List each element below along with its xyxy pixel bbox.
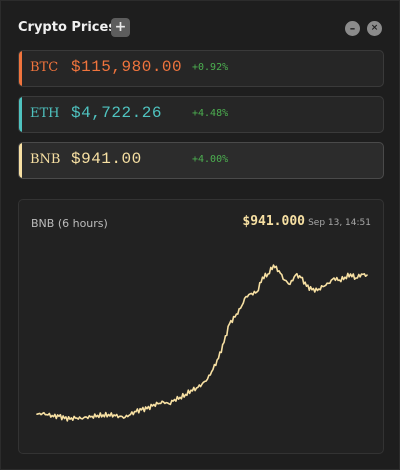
- minimize-button[interactable]: –: [345, 21, 360, 36]
- ticker-symbol: ETH: [30, 106, 60, 121]
- window-header: Crypto Prices + – ×: [18, 18, 382, 40]
- ticker-symbol: BTC: [30, 60, 59, 75]
- window-title: Crypto Prices: [18, 20, 117, 35]
- add-coin-button[interactable]: +: [111, 18, 130, 37]
- ticker-price: $941.00: [71, 150, 142, 168]
- chart-timestamp: Sep 13, 14:51: [308, 218, 371, 228]
- close-button[interactable]: ×: [367, 21, 382, 36]
- ticker-change: +4.00%: [192, 154, 229, 165]
- ticker-row-btc[interactable]: BTC $115,980.00 +0.92%: [18, 50, 384, 87]
- ticker-row-bnb[interactable]: BNB $941.00 +4.00%: [18, 142, 384, 179]
- ticker-change: +4.48%: [192, 108, 229, 119]
- price-chart-card: BNB (6 hours) $941.000 Sep 13, 14:51: [18, 199, 384, 454]
- ticker-accent-bar: [19, 51, 22, 86]
- ticker-row-eth[interactable]: ETH $4,722.26 +4.48%: [18, 96, 384, 133]
- price-line-chart[interactable]: [19, 200, 385, 455]
- chart-series-line: [36, 264, 368, 422]
- chart-label: BNB (6 hours): [31, 217, 108, 230]
- ticker-change: +0.92%: [192, 62, 229, 73]
- ticker-price: $115,980.00: [71, 58, 183, 76]
- chart-current-price: $941.000: [242, 214, 305, 229]
- ticker-accent-bar: [19, 97, 22, 132]
- ticker-symbol: BNB: [30, 152, 61, 167]
- ticker-price: $4,722.26: [71, 104, 162, 122]
- ticker-accent-bar: [19, 143, 22, 178]
